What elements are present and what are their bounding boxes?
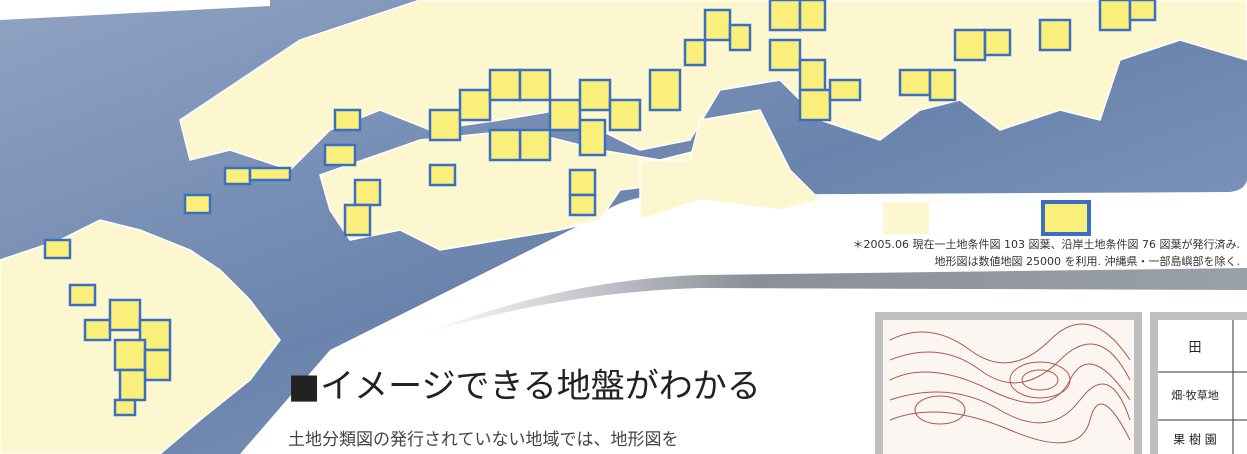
table-cell: 果 樹 園 bbox=[1173, 433, 1217, 447]
heading: ■イメージできる地盤がわかる bbox=[288, 367, 761, 407]
legend-table: 田 畑·牧草地 果 樹 園 bbox=[1150, 312, 1247, 454]
legend-swatch bbox=[883, 202, 929, 234]
legend-label: 地形分類図 bbox=[1098, 207, 1193, 229]
table-cell: 畑·牧草地 bbox=[1171, 388, 1219, 402]
note: ＊2005.06 現在一土地条件図 103 図葉、沿岸土地条件図 76 図葉が発… bbox=[853, 237, 1240, 251]
legend-label: 地形図 bbox=[938, 207, 995, 229]
body-text: 土地分類図の発行されていない地域では、地形図を bbox=[288, 430, 679, 450]
map: 地形図 地形分類図 ＊2005.06 現在一土地条件図 103 図葉、沿岸土地条… bbox=[0, 0, 1247, 454]
legend-swatch bbox=[1043, 202, 1089, 234]
contour-thumbnail bbox=[875, 312, 1142, 454]
note: 地形図は数値地図 25000 を利用. 沖縄県・一部島嶼部を除く. bbox=[935, 254, 1240, 268]
table-cell: 田 bbox=[1188, 341, 1201, 356]
page: 地形図 地形分類図 ＊2005.06 現在一土地条件図 103 図葉、沿岸土地条… bbox=[0, 0, 1247, 454]
